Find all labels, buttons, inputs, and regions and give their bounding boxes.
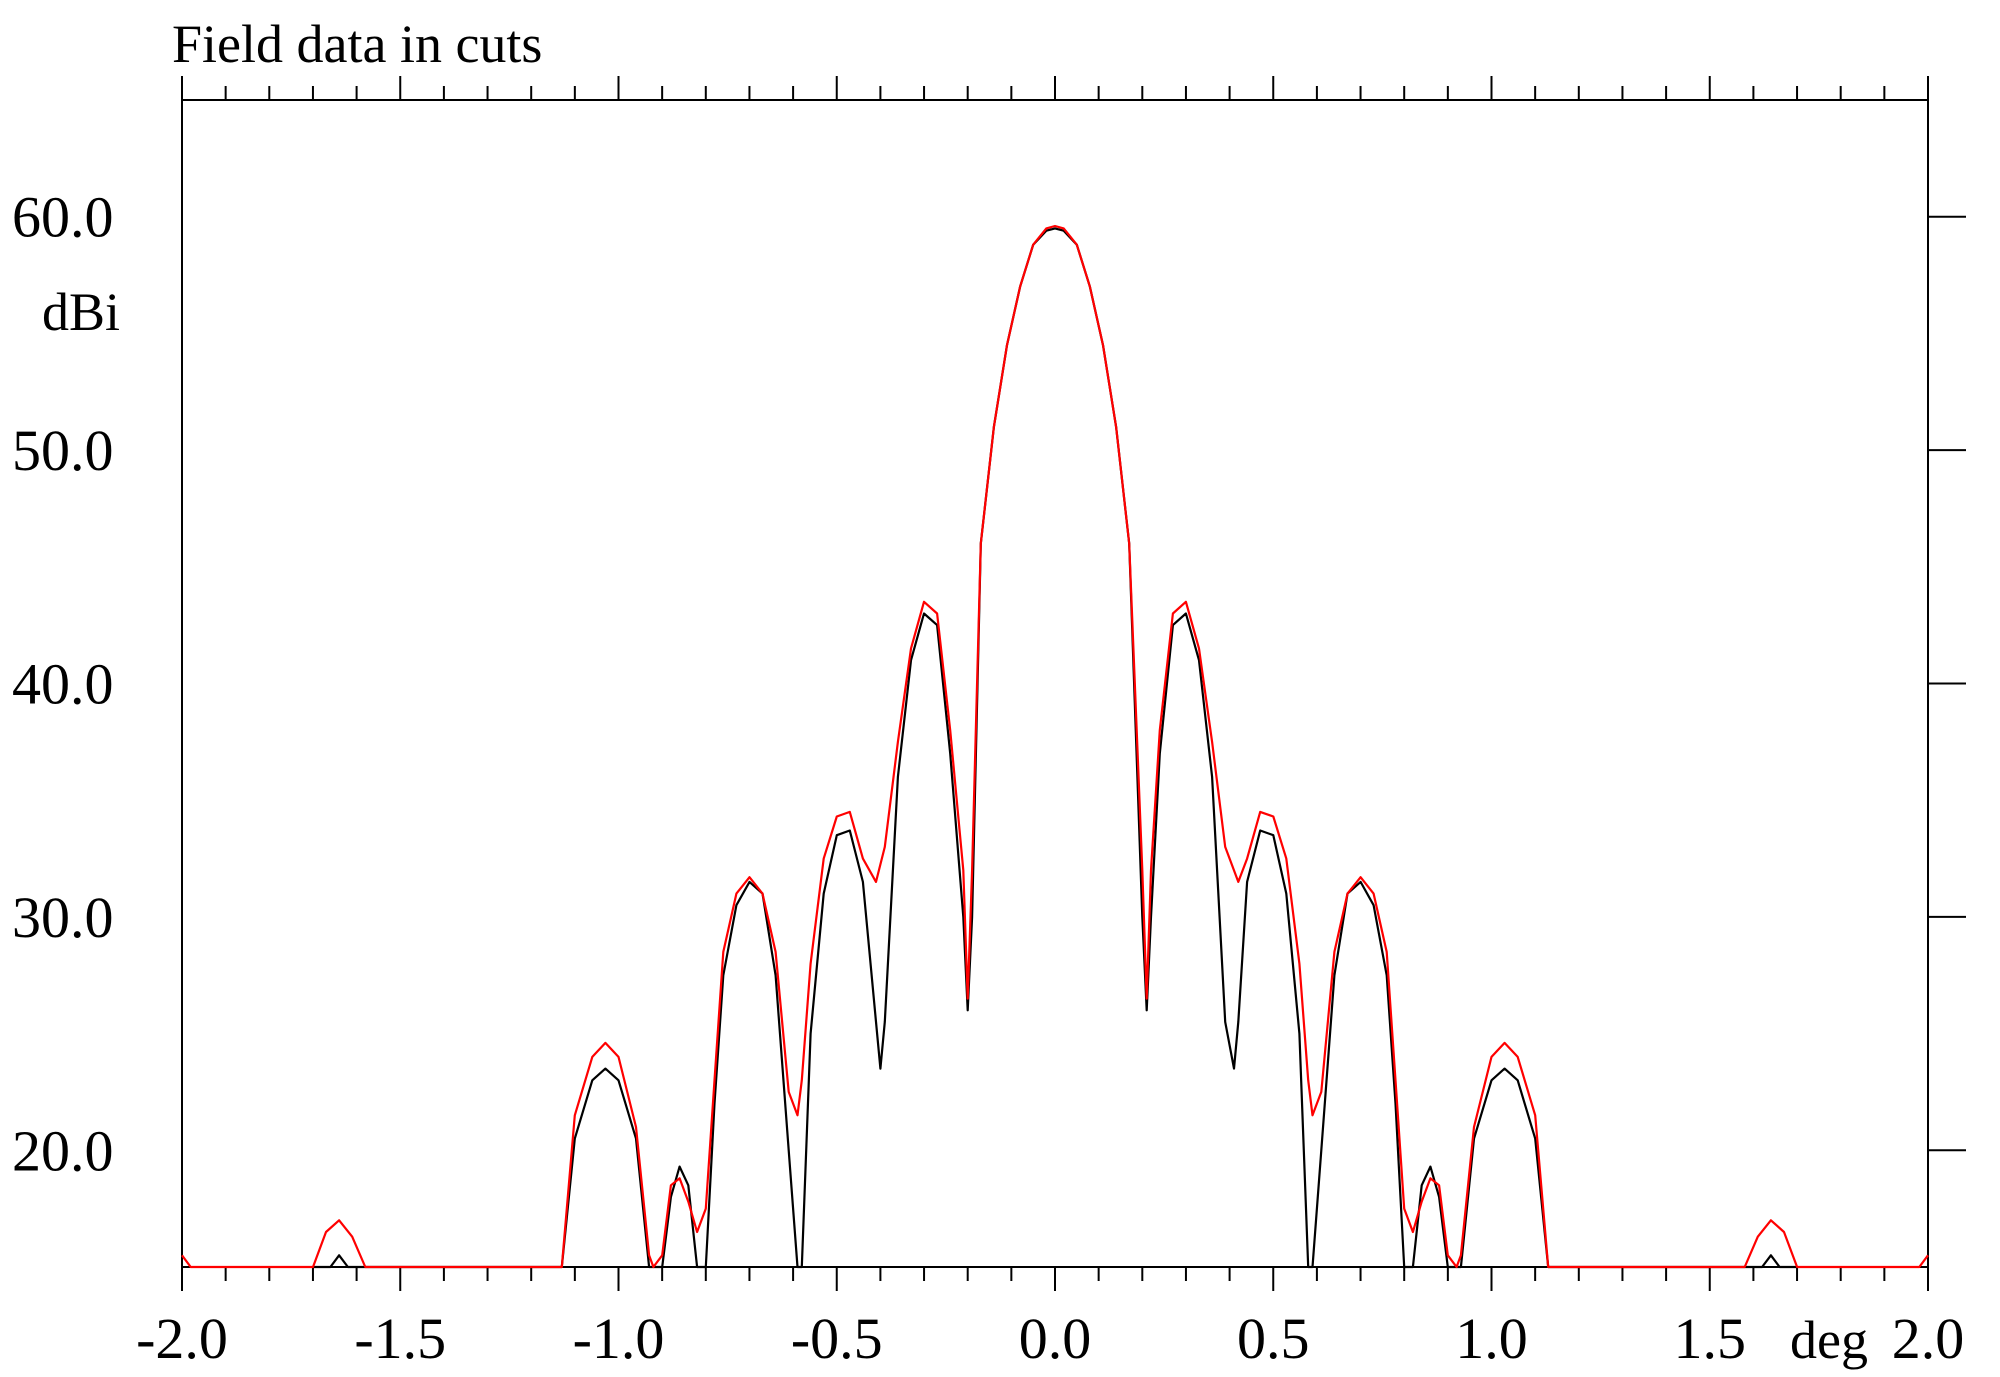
series-layer	[181, 224, 1929, 1269]
series-line-2	[181, 224, 1929, 1269]
y-axis-label: dBi	[42, 282, 120, 342]
x-tick-label: -1.0	[573, 1306, 665, 1371]
x-tick-label: -2.0	[136, 1306, 228, 1371]
plot-frame	[181, 99, 1929, 1268]
y-tick-label: 50.0	[12, 418, 114, 483]
x-tick-label: 1.5	[1674, 1306, 1747, 1371]
x-tick-label: -1.5	[354, 1306, 446, 1371]
series-line-1	[313, 227, 1798, 1269]
x-tick-label: 1.0	[1455, 1306, 1528, 1371]
y-tick-label: 30.0	[12, 885, 114, 950]
tick-labels: -2.0 -1.5 -1.0 -0.5 0.0 0.5 1.0 1.5 2.0 20.0 30.0 4…	[12, 185, 1964, 1371]
y-tick-label: 20.0	[12, 1118, 114, 1183]
y-tick-label: 40.0	[12, 652, 114, 717]
axis-ticks	[181, 76, 1966, 1291]
x-axis-label: deg	[1790, 1310, 1868, 1370]
x-tick-label: -0.5	[791, 1306, 883, 1371]
y-tick-label: 60.0	[12, 185, 114, 250]
x-tick-label: 0.0	[1019, 1306, 1092, 1371]
x-tick-label: 2.0	[1892, 1306, 1965, 1371]
chart-title: Field data in cuts	[172, 14, 542, 74]
x-tick-label: 0.5	[1237, 1306, 1310, 1371]
